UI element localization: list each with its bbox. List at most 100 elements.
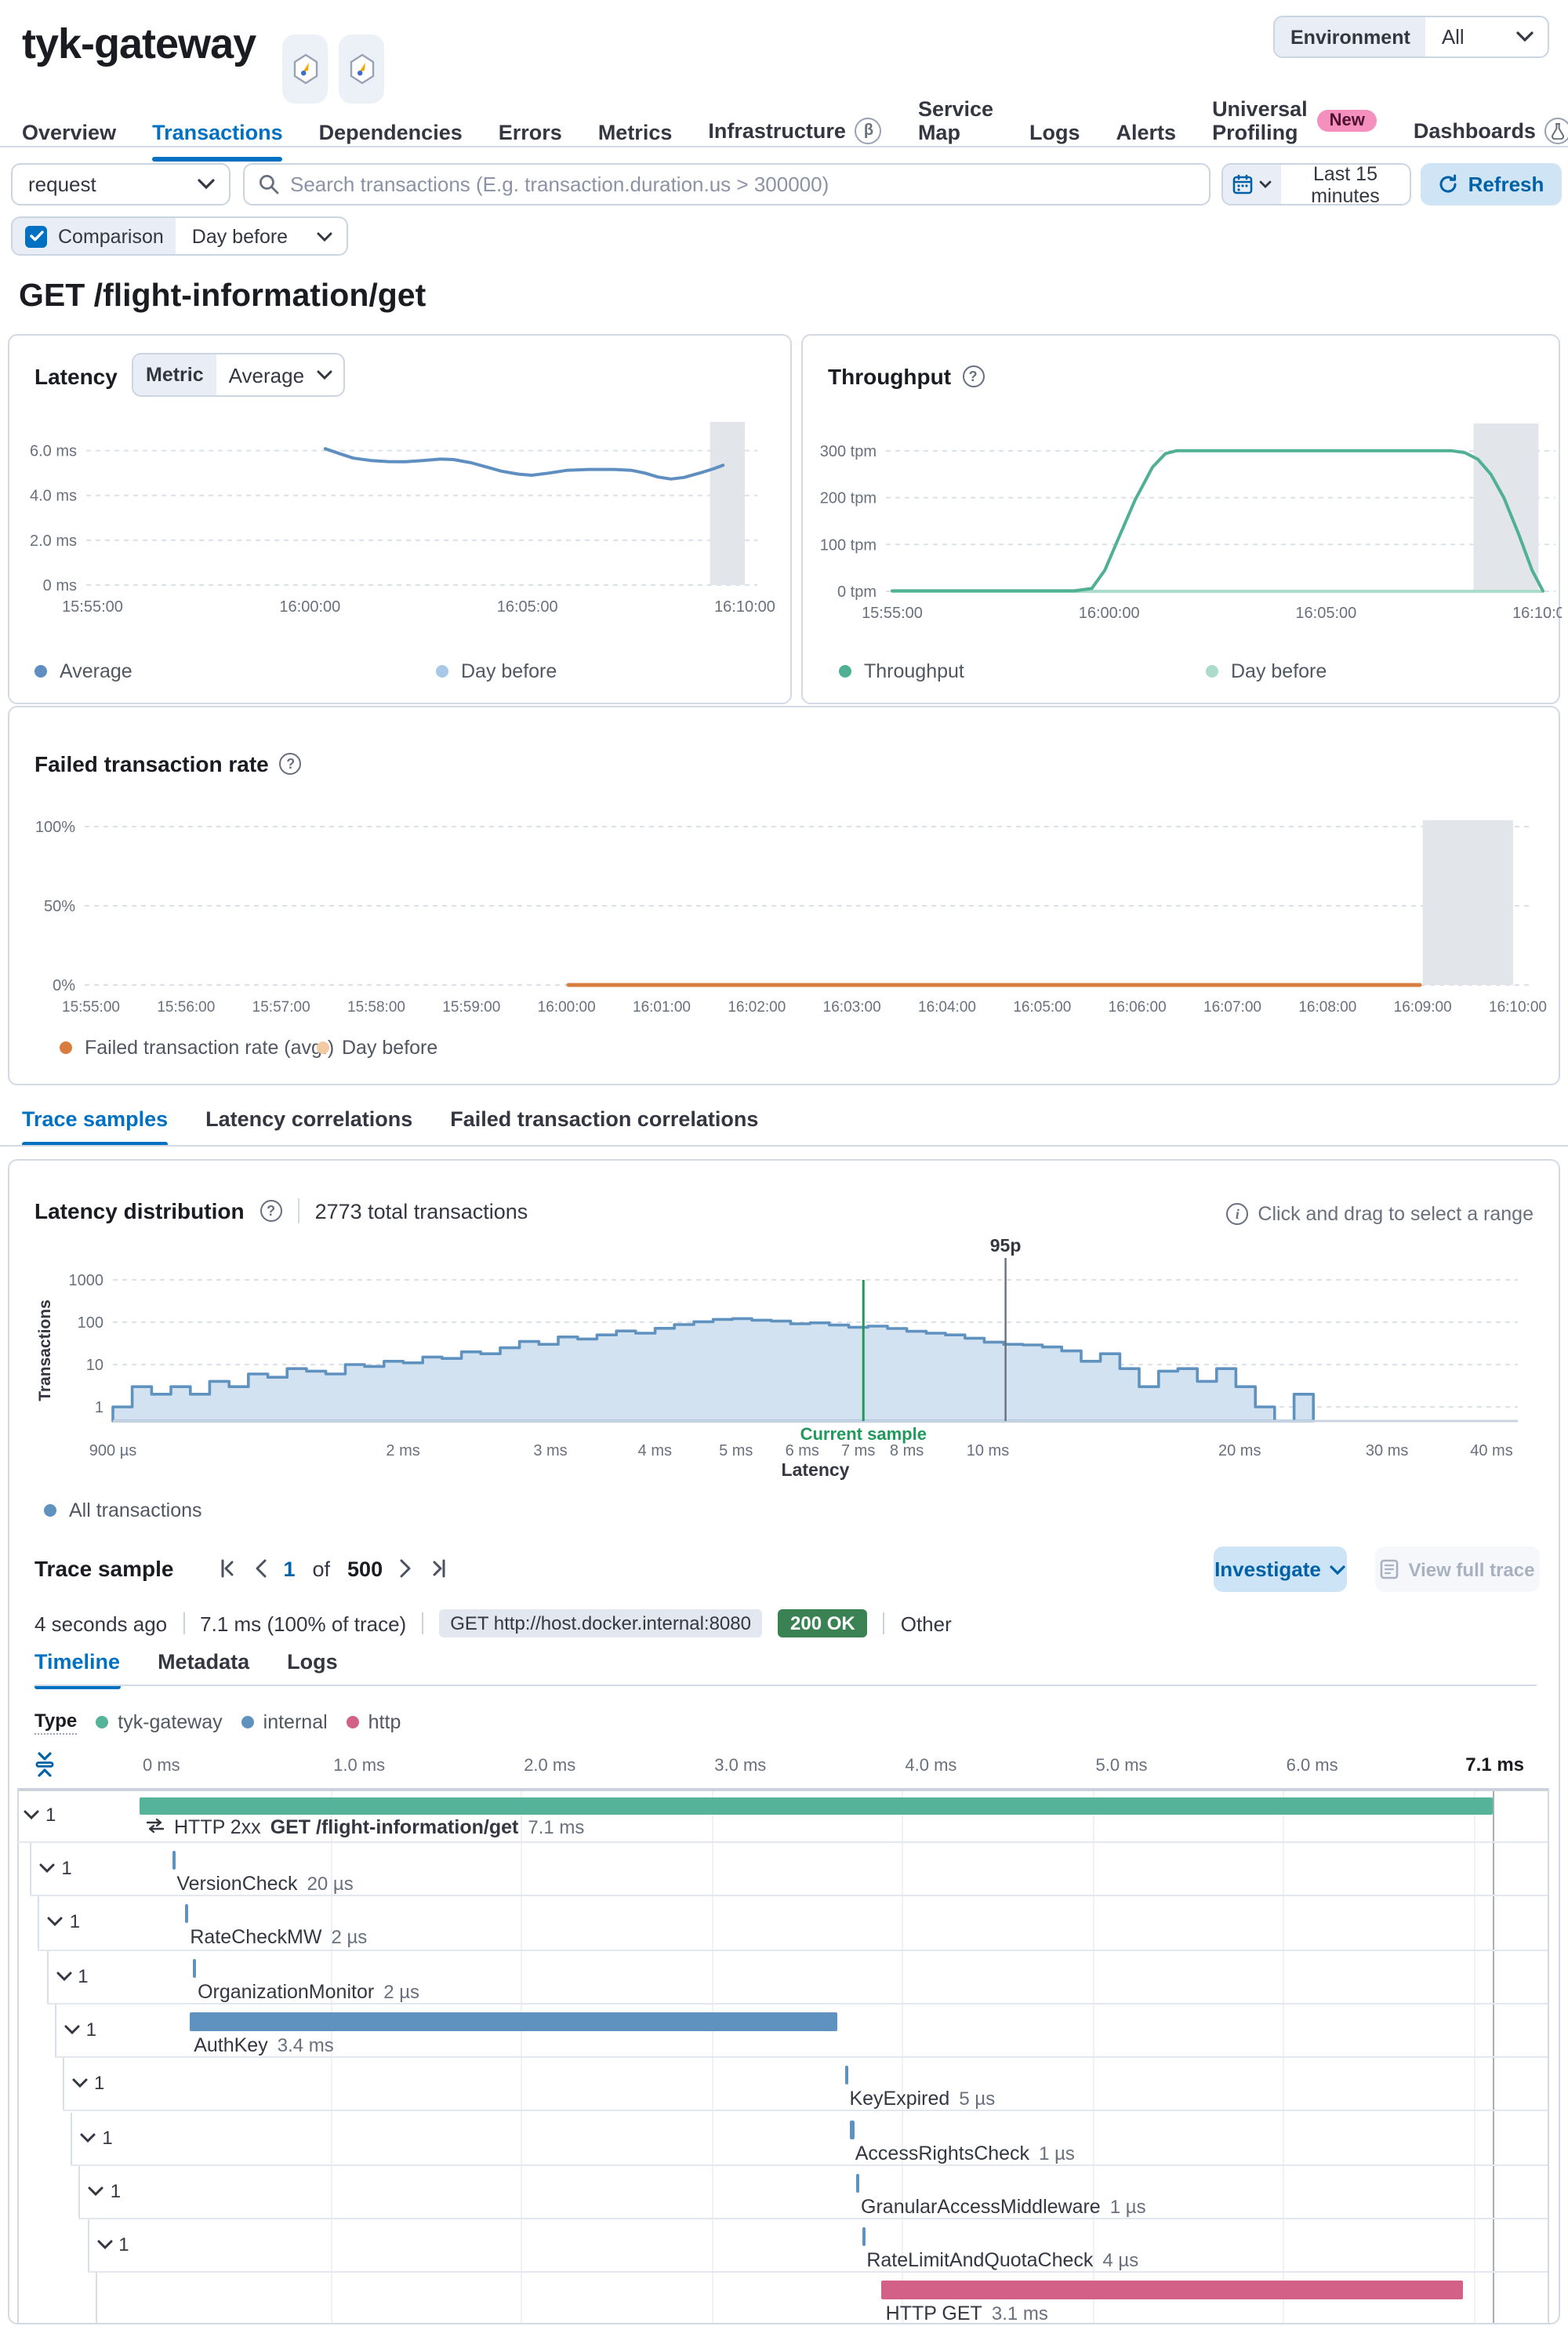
collapse-toggle[interactable]: 1 <box>39 1857 72 1879</box>
span-row-authkey[interactable]: 1 AuthKey 3.4 ms <box>9 2004 1559 2059</box>
span-bar[interactable] <box>862 2227 866 2247</box>
span-label[interactable]: KeyExpired 5 µs <box>849 2088 996 2110</box>
tab-latency-correlations[interactable]: Latency correlations <box>205 1107 413 1131</box>
view-full-trace-button[interactable]: View full trace <box>1375 1546 1540 1592</box>
svg-text:16:07:00: 16:07:00 <box>1203 999 1261 1016</box>
svg-text:15:58:00: 15:58:00 <box>347 999 405 1016</box>
type-legend-http[interactable]: http <box>346 1711 401 1733</box>
nav-tab-overview[interactable]: Overview <box>22 121 116 160</box>
trace-tab-timeline[interactable]: Timeline <box>34 1650 120 1689</box>
type-legend-tyk-gateway[interactable]: tyk-gateway <box>96 1711 223 1733</box>
span-row-versioncheck[interactable]: 1 VersionCheck 20 µs <box>9 1843 1559 1897</box>
nav-tab-logs[interactable]: Logs <box>1029 121 1080 160</box>
current-page[interactable]: 1 <box>283 1557 296 1580</box>
span-label[interactable]: VersionCheck 20 µs <box>176 1873 354 1895</box>
collapse-toggle[interactable]: 1 <box>80 2126 113 2148</box>
tab-failed-transaction-correlations[interactable]: Failed transaction correlations <box>450 1107 759 1131</box>
span-bar[interactable] <box>140 1797 1493 1815</box>
transaction-type-select[interactable]: request <box>11 163 230 205</box>
investigate-button[interactable]: Investigate <box>1214 1546 1347 1592</box>
nav-tab-infrastructure[interactable]: Infrastructure β <box>708 118 882 160</box>
span-bar[interactable] <box>850 2120 855 2139</box>
trace-tabs-divider <box>34 1685 1537 1686</box>
legend-throughput[interactable]: Throughput <box>839 660 964 682</box>
span-label[interactable]: AccessRightsCheck 1 µs <box>855 2142 1075 2164</box>
last-page-button[interactable] <box>430 1559 448 1578</box>
span-bar[interactable] <box>189 2012 837 2031</box>
latency-distribution-chart[interactable]: 1 10 100 1000 900 µs 2 ms 3 ms 4 ms 5 ms 6 ms 7 ms… <box>9 1239 1559 1474</box>
help-icon[interactable]: ? <box>260 1200 282 1222</box>
trace-sample-heading: Trace sample <box>34 1556 174 1581</box>
collapse-toggle[interactable]: 1 <box>96 2233 129 2255</box>
span-row-ratecheckmw[interactable]: 1 RateCheckMW 2 µs <box>9 1896 1559 1951</box>
span-row-granularaccessmiddleware[interactable]: 1 GranularAccessMiddleware 1 µs <box>9 2165 1559 2220</box>
latency-metric-select[interactable]: Metric Average <box>132 353 345 397</box>
date-picker[interactable]: Last 15 minutes <box>1221 163 1411 205</box>
trace-tab-metadata[interactable]: Metadata <box>158 1650 250 1674</box>
span-label[interactable]: RateLimitAndQuotaCheck 4 µs <box>866 2249 1139 2272</box>
collapse-toggle[interactable]: 1 <box>89 2180 121 2202</box>
legend-all-transactions[interactable]: All transactions <box>44 1499 202 1521</box>
collapse-toggle[interactable]: 1 <box>48 1911 80 1933</box>
span-bar[interactable] <box>844 2066 848 2085</box>
legend-day-before[interactable]: Day before <box>317 1037 437 1059</box>
nav-tab-errors[interactable]: Errors <box>499 121 562 160</box>
span-label[interactable]: GranularAccessMiddleware 1 µs <box>861 2195 1146 2218</box>
collapse-toggle[interactable]: 1 <box>72 2073 104 2095</box>
nav-tab-dependencies[interactable]: Dependencies <box>319 121 463 160</box>
help-icon[interactable]: ? <box>279 753 302 775</box>
trace-tab-logs[interactable]: Logs <box>287 1650 338 1674</box>
legend-day-before[interactable]: Day before <box>436 660 557 682</box>
fold-timeline-icon[interactable] <box>33 1750 56 1779</box>
span-row-get-flight-information-get[interactable]: 1 HTTP 2xx GET /flight-information/get 7.1 … <box>9 1788 1559 1843</box>
status-badge[interactable]: 200 OK <box>778 1609 868 1637</box>
environment-select[interactable]: Environment All <box>1273 16 1549 58</box>
tab-trace-samples[interactable]: Trace samples <box>22 1107 169 1147</box>
collapse-toggle[interactable]: 1 <box>24 1803 56 1825</box>
span-row-http-get[interactable]: HTTP GET 3.1 ms <box>9 2273 1559 2324</box>
legend-day-before[interactable]: Day before <box>1206 660 1327 682</box>
nav-tab-alerts[interactable]: Alerts <box>1116 121 1177 160</box>
span-row-keyexpired[interactable]: 1 KeyExpired 5 µs <box>9 2058 1559 2112</box>
span-label[interactable]: HTTP GET 3.1 ms <box>885 2302 1048 2324</box>
help-icon[interactable]: ? <box>962 365 985 387</box>
nav-tab-metrics[interactable]: Metrics <box>598 121 673 160</box>
refresh-button[interactable]: Refresh <box>1421 163 1562 205</box>
svg-text:100 tpm: 100 tpm <box>820 536 877 554</box>
nav-tab-transactions[interactable]: Transactions <box>152 121 284 162</box>
indent-guide <box>46 1950 49 2004</box>
legend-average[interactable]: Average <box>34 660 132 682</box>
search-transactions-input[interactable]: Search transactions (E.g. transaction.du… <box>243 163 1210 205</box>
span-bar[interactable] <box>172 1851 176 1870</box>
prev-page-button[interactable] <box>253 1559 266 1578</box>
first-page-button[interactable] <box>217 1559 236 1578</box>
span-bar[interactable] <box>193 1958 197 1978</box>
span-row-organizationmonitor[interactable]: 1 OrganizationMonitor 2 µs <box>9 1950 1559 2004</box>
url-badge[interactable]: GET http://host.docker.internal:8080 <box>439 1609 762 1637</box>
span-label[interactable]: AuthKey 3.4 ms <box>194 2034 334 2056</box>
span-label[interactable]: RateCheckMW 2 µs <box>190 1926 368 1949</box>
span-bar[interactable] <box>185 1904 189 1924</box>
nav-tab-service-map[interactable]: Service Map <box>918 97 993 160</box>
comparison-checkbox[interactable] <box>25 225 47 247</box>
span-bar[interactable] <box>880 2281 1463 2300</box>
chevron-down-icon <box>198 179 229 190</box>
collapse-toggle[interactable]: 1 <box>64 2019 96 2041</box>
next-page-button[interactable] <box>400 1559 412 1578</box>
span-bar[interactable] <box>856 2173 860 2193</box>
trace-pct: (100% of trace) <box>267 1612 407 1635</box>
nav-tab-universal-profiling[interactable]: Universal Profiling New <box>1212 97 1377 160</box>
ruler-tick: 6.0 ms <box>1286 1757 1338 1775</box>
legend-failed-rate[interactable]: Failed transaction rate (avg.) <box>60 1037 334 1059</box>
span-label[interactable]: OrganizationMonitor 2 µs <box>198 1980 420 2003</box>
collapse-toggle[interactable]: 1 <box>56 1964 89 1986</box>
type-legend-internal[interactable]: internal <box>241 1711 328 1733</box>
span-label[interactable]: HTTP 2xx GET /flight-information/get 7.1 m… <box>146 1816 584 1838</box>
trace-tabs: Timeline Metadata Logs <box>34 1650 338 1689</box>
span-row-accessrightscheck[interactable]: 1 AccessRightsCheck 1 µs <box>9 2112 1559 2166</box>
span-row-ratelimitandquotacheck[interactable]: 1 RateLimitAndQuotaCheck 4 µs <box>9 2219 1559 2273</box>
type-dot <box>241 1716 254 1728</box>
nav-tab-dashboards[interactable]: Dashboards <box>1414 118 1568 160</box>
failed-rate-card: Failed transaction rate ? 0% 50% 100% 15:55… <box>8 706 1560 1085</box>
